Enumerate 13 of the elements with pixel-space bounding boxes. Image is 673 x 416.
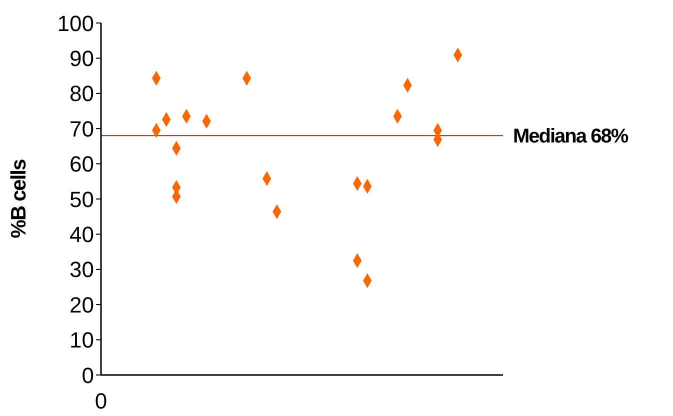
y-tick-label: 60 (70, 152, 94, 177)
y-axis-title: %B cells (7, 159, 30, 238)
y-tick-label: 90 (70, 46, 94, 72)
y-tick-label: 10 (70, 328, 94, 353)
y-tick-label: 30 (70, 257, 94, 282)
y-tick-label: 80 (70, 81, 94, 106)
y-tick-label: 50 (70, 186, 94, 212)
y-tick-label: 0 (82, 362, 94, 388)
y-tick-label: 100 (57, 10, 94, 36)
ref-line-label: Mediana 68% (513, 126, 629, 148)
y-tick-label: 20 (70, 292, 94, 318)
y-tick-label: 70 (70, 116, 94, 142)
y-tick-label: 40 (70, 222, 94, 248)
